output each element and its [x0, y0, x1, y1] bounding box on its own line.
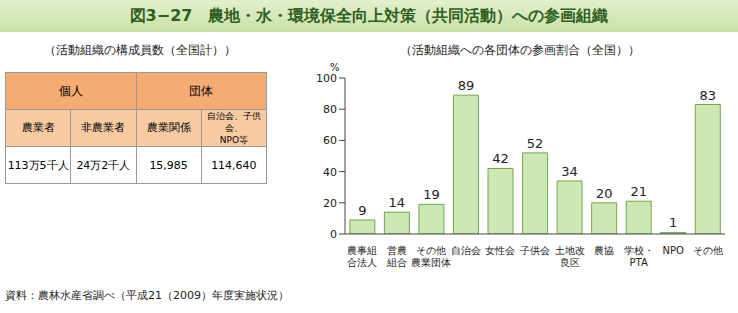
- svg-text:1: 1: [669, 215, 677, 230]
- svg-text:その他農業団体: その他農業団体: [411, 245, 451, 268]
- svg-text:19: 19: [423, 187, 440, 202]
- svg-text:40: 40: [323, 166, 337, 179]
- svg-text:20: 20: [323, 197, 337, 210]
- html-text:15,985: 15,985: [149, 158, 188, 172]
- svg-text:100: 100: [316, 72, 337, 85]
- svg-text:土地改良区: 土地改良区: [555, 245, 585, 268]
- html-text:24万2千人: 24万2千人: [76, 158, 131, 172]
- svg-text:21: 21: [630, 184, 647, 199]
- html-text:非農業者: 非農業者: [81, 121, 126, 134]
- html-text:自治会、子供会、 NPO等: 自治会、子供会、 NPO等: [206, 111, 261, 145]
- svg-text:34: 34: [561, 164, 578, 179]
- html-text:団体: 団体: [189, 83, 214, 98]
- html-text:（活動組織への各団体の参画割合（全国））: （活動組織への各団体の参画割合（全国））: [400, 43, 640, 57]
- svg-text:83: 83: [700, 88, 717, 103]
- html-text:個人: 個人: [58, 83, 83, 98]
- svg-text:農事組合法人: 農事組合法人: [347, 245, 377, 268]
- html-text:114,640: 114,640: [211, 158, 257, 172]
- svg-text:農協: 農協: [594, 245, 614, 256]
- svg-text:80: 80: [323, 103, 337, 116]
- svg-text:52: 52: [527, 136, 544, 151]
- svg-text:9: 9: [358, 203, 366, 218]
- svg-text:営農組合: 営農組合: [386, 245, 407, 268]
- svg-text:42: 42: [492, 151, 509, 166]
- svg-text:学校・PTA: 学校・PTA: [624, 245, 654, 268]
- html-text:農業関係: 農業関係: [146, 121, 191, 134]
- svg-text:0: 0: [330, 228, 337, 241]
- svg-text:89: 89: [458, 78, 475, 93]
- svg-text:女性会: 女性会: [485, 245, 515, 256]
- svg-text:子供会: 子供会: [520, 245, 550, 256]
- html-text:資料：農林水産省調べ（平成21（2009）年度実施状況）: 資料：農林水産省調べ（平成21（2009）年度実施状況）: [5, 289, 289, 302]
- html-text:図3−27 農地・水・環境保全向上対策（共同活動）への参画組: 図3−27 農地・水・環境保全向上対策（共同活動）への参画組織: [129, 5, 609, 25]
- svg-text:20: 20: [596, 186, 613, 201]
- svg-text:14: 14: [389, 195, 406, 210]
- svg-text:その他: その他: [693, 245, 723, 256]
- svg-text:60: 60: [323, 134, 337, 147]
- svg-text:自治会: 自治会: [451, 245, 481, 256]
- html-text:113万5千人: 113万5千人: [7, 158, 69, 172]
- svg-text:NPO: NPO: [662, 245, 684, 256]
- html-text:（活動組織の構成員数（全国計））: （活動組織の構成員数（全国計））: [44, 43, 236, 57]
- html-text:農業者: 農業者: [21, 121, 55, 134]
